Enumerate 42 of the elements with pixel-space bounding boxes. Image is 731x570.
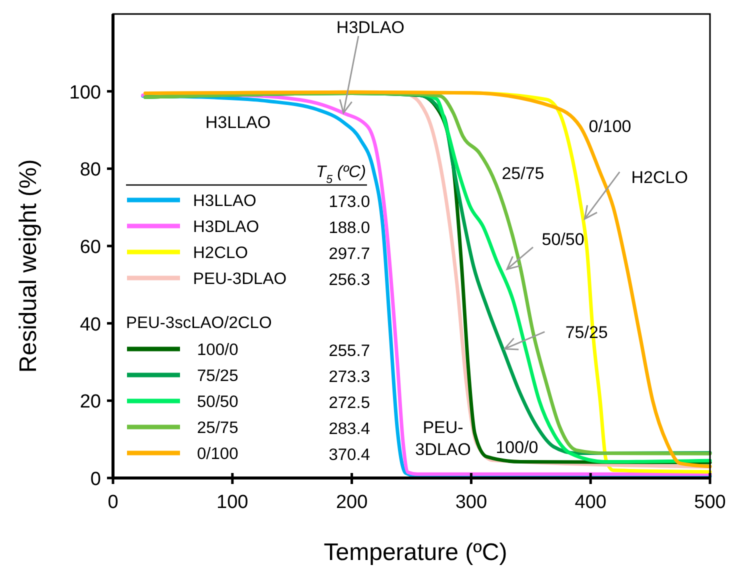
annotation: PEU- 3DLAO [415, 418, 471, 459]
x-tick-label: 400 [574, 492, 606, 513]
annotation: 25/75 [502, 164, 544, 183]
y-tick-label: 80 [80, 160, 101, 181]
legend-label: H3DLAO [193, 218, 260, 236]
annotation: 50/50 [542, 230, 584, 250]
annotation: T$_{5}$ (ºC) [316, 163, 366, 186]
legend-label: H2CLO [193, 244, 248, 262]
annotation: H2CLO [631, 168, 688, 187]
legend-label: PEU-3DLAO [193, 270, 287, 288]
legend-label: 0/100 [197, 445, 238, 463]
y-tick-label: 100 [69, 82, 101, 104]
x-axis-title: Temperature (ºC) [324, 539, 508, 566]
y-tick-label: 0 [90, 469, 101, 490]
y-tick-label: 20 [80, 392, 101, 413]
annotation: 0/100 [588, 117, 632, 136]
legend-label: H3LLAO [193, 192, 256, 210]
annotation: H3DLAO [336, 18, 404, 37]
x-tick-label: 300 [455, 492, 488, 513]
annotation: 173.0 [328, 193, 370, 211]
x-tick-label: 100 [216, 492, 248, 513]
y-axis-title: Residual weight (%) [15, 159, 42, 373]
x-tick-label: 0 [108, 492, 118, 513]
annotation: 297.7 [328, 245, 370, 263]
annotation: H3LLAO [205, 113, 271, 132]
legend-label: 75/25 [197, 367, 238, 385]
annotation: 370.4 [328, 446, 370, 464]
y-tick-label: 40 [80, 314, 101, 336]
x-tick-label: 200 [336, 492, 368, 513]
y-tick-label: 60 [80, 237, 101, 258]
annotation: 100/0 [496, 438, 538, 457]
legend-label: 100/0 [197, 341, 238, 359]
annotation: 255.7 [328, 342, 370, 360]
annotation: 188.0 [328, 219, 370, 237]
legend-label: 50/50 [197, 393, 238, 411]
x-tick-label: 500 [694, 492, 726, 513]
annotation: 273.3 [328, 368, 370, 386]
annotation: 272.5 [328, 394, 370, 412]
annotation: 256.3 [328, 271, 370, 289]
legend-label: 25/75 [197, 419, 238, 437]
annotation: 283.4 [328, 420, 370, 438]
legend-title: PEU-3scLAO/2CLO [126, 314, 272, 332]
